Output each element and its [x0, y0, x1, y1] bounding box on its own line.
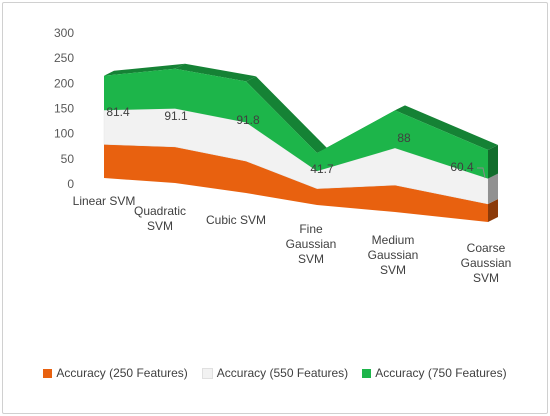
area-layers — [103, 63, 498, 222]
y-tick-label: 50 — [61, 152, 75, 166]
y-tick-label: 200 — [54, 76, 74, 90]
area-side-face-3 — [488, 145, 498, 179]
legend-label: Accuracy (750 Features) — [375, 366, 507, 380]
legend-label: Accuracy (550 Features) — [216, 366, 349, 380]
data-label: 60.4 — [450, 160, 474, 174]
legend-label: Accuracy (250 Features) — [56, 366, 188, 380]
area-top-face-3-2 — [175, 63, 256, 82]
area-series-1 — [104, 144, 488, 222]
legend-item-3: Accuracy (750 Features) — [362, 366, 507, 380]
y-tick-label: 100 — [54, 127, 74, 141]
data-label: 91.1 — [164, 109, 188, 123]
area-side-face-1 — [488, 198, 498, 222]
x-category-label: Medium Gaussian SVM — [368, 233, 419, 277]
legend: Accuracy (250 Features) Accuracy (550 Fea… — [0, 366, 550, 380]
x-category-label: Linear SVM — [73, 194, 136, 208]
area-side-face-2 — [488, 173, 498, 204]
area-series-3 — [104, 68, 488, 179]
data-label: 88 — [397, 131, 411, 145]
legend-item-2: Accuracy (550 Features) — [201, 366, 349, 380]
data-label: 91.8 — [236, 113, 260, 127]
y-tick-label: 150 — [54, 102, 74, 116]
data-label: 81.4 — [106, 105, 130, 119]
legend-swatch — [362, 368, 372, 378]
x-category-label: Coarse Gaussian SVM — [461, 241, 512, 285]
data-labels: 81.4 91.1 91.8 41.7 88 60.4 — [106, 105, 486, 179]
y-tick-label: 300 — [54, 26, 74, 40]
area-top-face-3-3 — [246, 76, 327, 154]
x-category-label: Quadratic SVM — [134, 204, 186, 233]
leader-line — [477, 167, 486, 179]
y-tick-label: 250 — [54, 51, 74, 65]
data-label: 41.7 — [310, 162, 334, 176]
y-tick-label: 0 — [67, 177, 74, 191]
area-top-face-3-1 — [104, 63, 185, 76]
area-top-face-3-5 — [395, 105, 498, 151]
legend-item-1: Accuracy (250 Features) — [43, 366, 188, 380]
x-category-label: Fine Gaussian SVM — [286, 222, 337, 266]
legend-swatch — [43, 368, 53, 378]
y-axis-ticks: 0 50 100 150 200 250 300 — [54, 26, 74, 191]
x-category-label: Cubic SVM — [206, 213, 266, 227]
legend-swatch — [201, 367, 213, 379]
